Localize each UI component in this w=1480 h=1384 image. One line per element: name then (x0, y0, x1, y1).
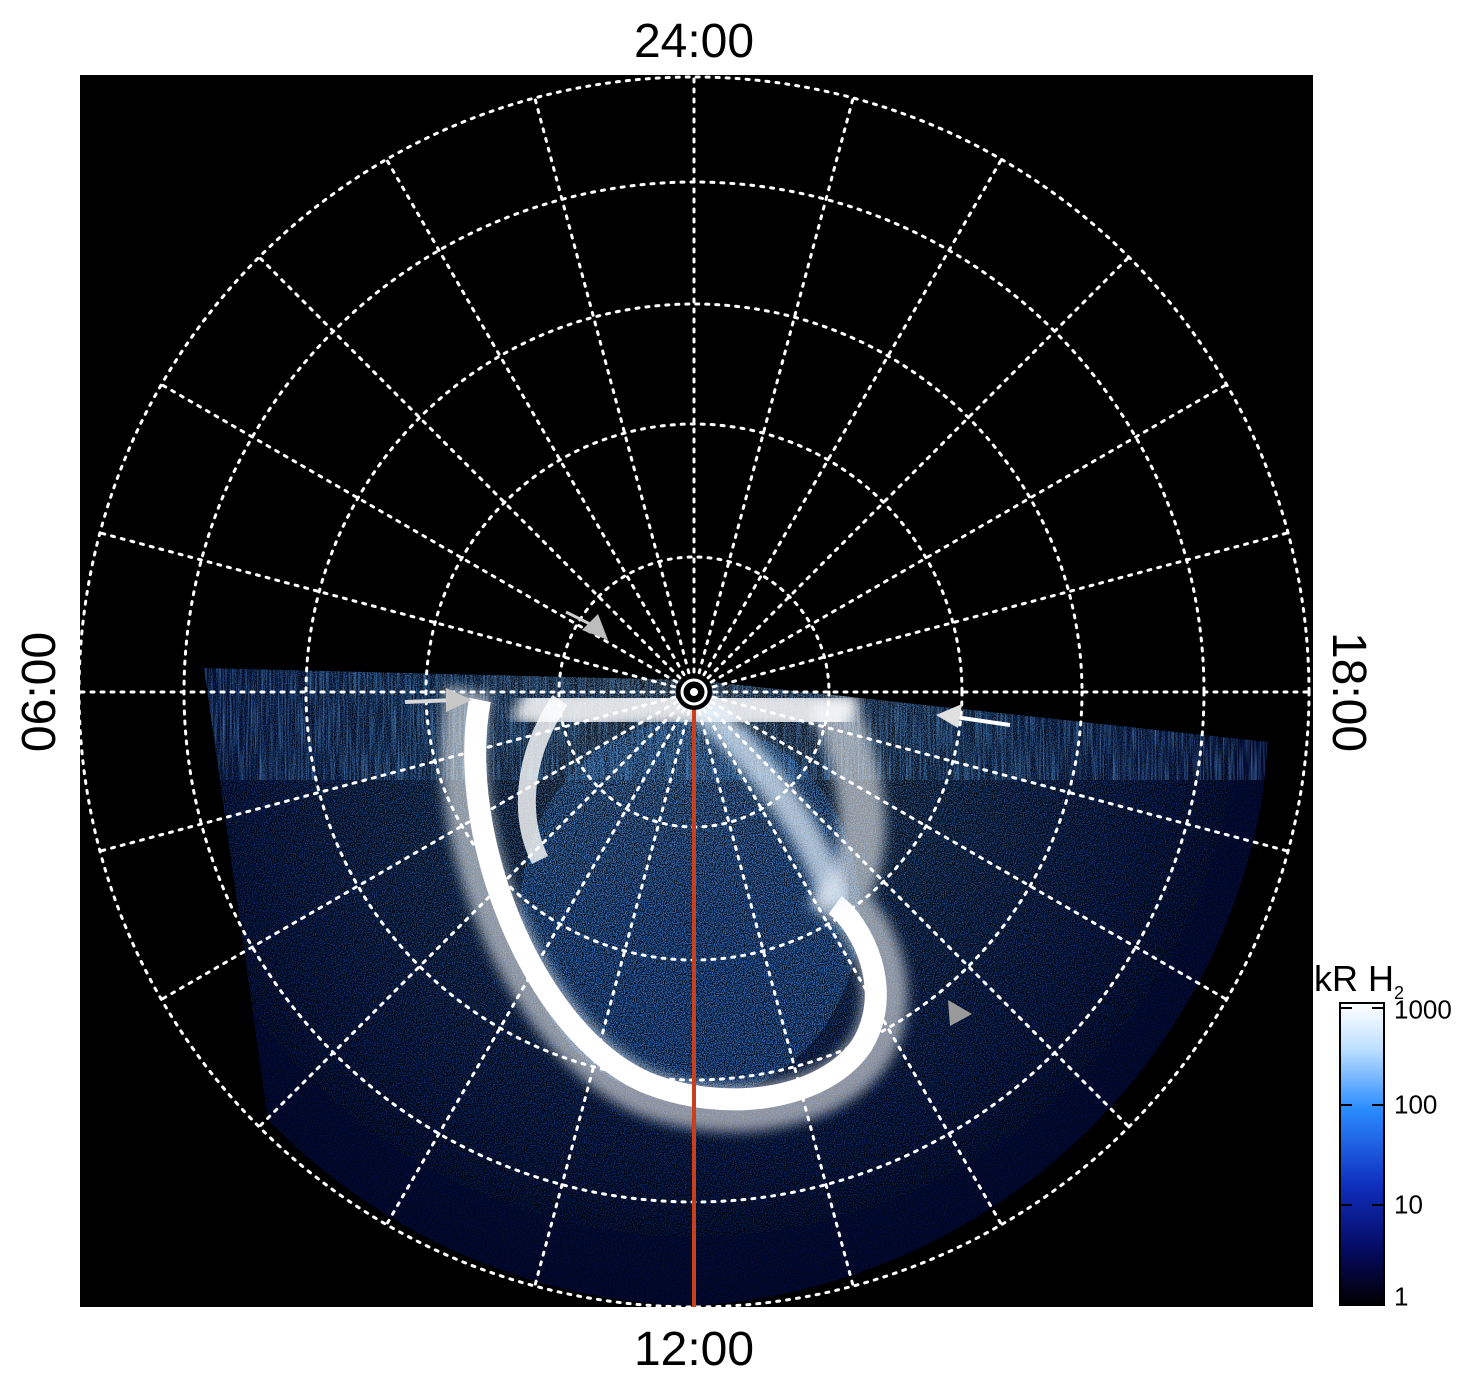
colorbar-title: kR H2 (1314, 958, 1404, 1004)
meridian-line (533, 96, 696, 694)
colorbar-tick-1: 1 (1394, 1281, 1409, 1312)
meridian-line (98, 690, 696, 853)
local-time-label-right: 18:00 (1322, 631, 1375, 753)
meridian-line (257, 255, 696, 694)
meridian-line (692, 96, 855, 694)
arrow-annotation-left (404, 688, 472, 712)
meridian-line (692, 690, 855, 1288)
meridian-line (692, 157, 1003, 694)
meridian-line (692, 383, 1229, 694)
local-time-label-top: 24:00 (633, 15, 755, 68)
colorbar-tick-1000: 1000 (1394, 994, 1452, 1025)
arrowhead-annotation-lower-right (948, 1000, 972, 1026)
meridian-line (257, 690, 696, 1129)
meridian-line (692, 690, 1229, 1001)
meridian-line (692, 690, 1131, 1129)
meridian-line (692, 690, 1290, 853)
local-time-label-bottom: 12:00 (633, 1323, 755, 1376)
meridian-line (159, 690, 696, 1001)
meridian-line (159, 383, 696, 694)
local-time-label-left: 06:00 (13, 631, 66, 753)
colorbar-tick-10: 10 (1394, 1189, 1423, 1220)
colorbar-title-subscript: 2 (1394, 983, 1405, 1004)
pole-marker (676, 674, 712, 710)
meridian-line (692, 255, 1131, 694)
meridian-line (385, 157, 696, 694)
colorbar-ticks (1340, 1007, 1384, 1206)
arrow-annotation-upper (565, 610, 608, 640)
meridian-line (533, 690, 696, 1288)
colorbar (1339, 1002, 1385, 1306)
meridian-line (98, 531, 696, 694)
colorbar-tick-100: 100 (1394, 1089, 1438, 1120)
meridian-line (692, 690, 1003, 1227)
meridian-line (692, 531, 1290, 694)
colorbar-title-text: kR H (1314, 958, 1394, 999)
meridian-line (385, 690, 696, 1227)
arrow-annotation-right (936, 704, 1011, 728)
